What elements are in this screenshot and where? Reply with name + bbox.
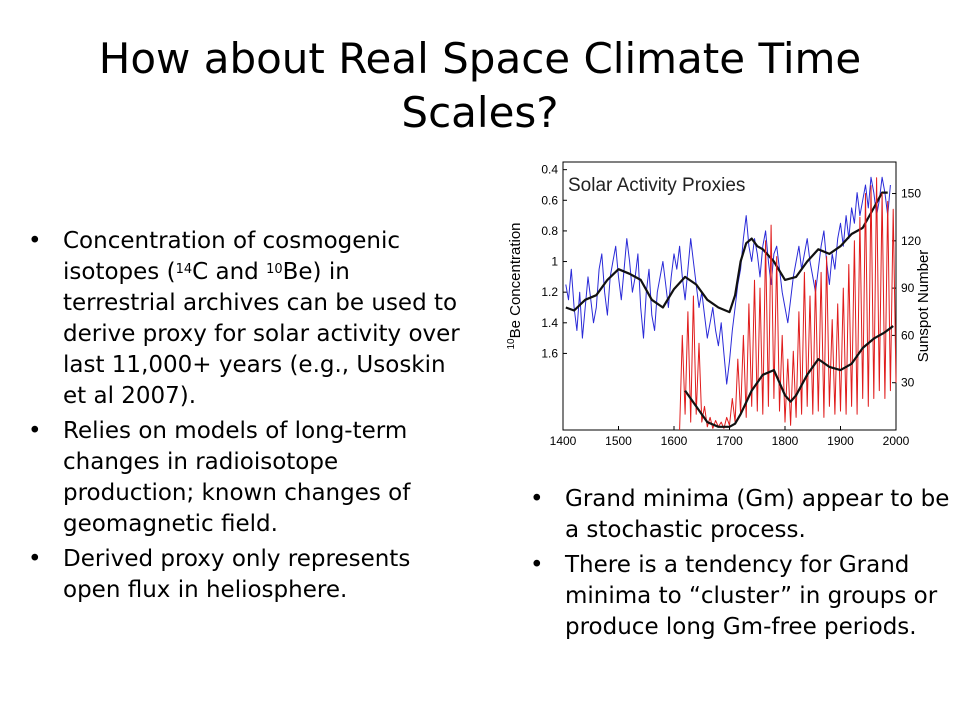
list-item: • There is a tendency for Grand minima t…	[530, 550, 950, 643]
bullet-icon: •	[530, 552, 544, 578]
left-axis-label-superscript: 10	[506, 338, 517, 350]
superscript: 10	[266, 262, 283, 277]
left-tick-label: 0.4	[541, 163, 558, 177]
right-tick-label: 90	[901, 281, 915, 295]
solar-activity-chart: Solar Activity Proxies 1400 1500 1600 1700 1…	[506, 161, 932, 448]
list-item: • Grand minima (Gm) appear to be a stoch…	[530, 484, 950, 546]
left-tick-label: 1.4	[541, 316, 558, 330]
bullet-text: Derived proxy only represents open flux …	[63, 546, 411, 603]
bullet-text: Relies on models of long-term changes in…	[63, 418, 411, 537]
sunspot-raw-line	[679, 177, 897, 431]
sunspot-smoothed-line	[684, 325, 894, 428]
bullet-icon: •	[28, 418, 42, 444]
right-bullet-list: • Grand minima (Gm) appear to be a stoch…	[530, 484, 950, 647]
x-tick-label: 1800	[772, 434, 799, 448]
x-tick-label: 1600	[661, 434, 688, 448]
bullet-text-part: Concentration of cosmogenic isotopes (	[63, 228, 401, 285]
tick-labels: 1400 1500 1600 1700 1800 1900 2000 0.4 0.6 0.8 1 1.…	[541, 163, 921, 448]
left-tick-label: 1.2	[541, 285, 558, 299]
right-tick-label: 120	[901, 234, 921, 248]
left-axis-label: 10Be Concentration	[506, 222, 524, 349]
bullet-text: Grand minima (Gm) appear to be a stochas…	[565, 486, 950, 543]
plot-frame	[562, 161, 897, 431]
left-tick-label: 1	[551, 255, 558, 269]
bullet-text-part: Be) in terrestrial archives can be used …	[63, 259, 460, 409]
bullet-icon: •	[530, 486, 544, 512]
left-tick-label: 0.6	[541, 193, 558, 207]
be10-smoothed-line	[565, 191, 888, 314]
slide-title: How about Real Space Climate Time Scales…	[98, 34, 862, 137]
right-tick-label: 60	[901, 328, 915, 342]
superscript: 14	[175, 262, 193, 277]
list-item: • Concentration of cosmogenic isotopes (…	[28, 226, 468, 412]
right-tick-label: 30	[901, 376, 915, 390]
bullet-icon: •	[28, 546, 42, 572]
left-tick-label: 1.6	[541, 346, 558, 360]
x-tick-label: 1700	[716, 434, 743, 448]
bullet-icon: •	[28, 228, 42, 254]
list-item: • Derived proxy only represents open flu…	[28, 544, 468, 606]
be10-raw-line	[565, 176, 891, 385]
left-axis-label-text: Be Concentration	[507, 222, 524, 338]
series-lines	[565, 176, 897, 431]
x-tick-label: 1500	[605, 434, 632, 448]
bullet-text: There is a tendency for Grand minima to …	[565, 552, 938, 640]
right-tick-label: 150	[901, 187, 921, 201]
chart-title: Solar Activity Proxies	[568, 175, 745, 196]
left-tick-label: 0.8	[541, 224, 558, 238]
bullet-text-part: C and	[192, 259, 267, 285]
left-bullet-list: • Concentration of cosmogenic isotopes (…	[28, 226, 468, 610]
x-tick-label: 2000	[883, 434, 910, 448]
x-tick-label: 1400	[550, 434, 577, 448]
right-axis-label: Sunspot Number	[915, 250, 932, 363]
list-item: • Relies on models of long-term changes …	[28, 416, 468, 540]
x-tick-label: 1900	[827, 434, 854, 448]
